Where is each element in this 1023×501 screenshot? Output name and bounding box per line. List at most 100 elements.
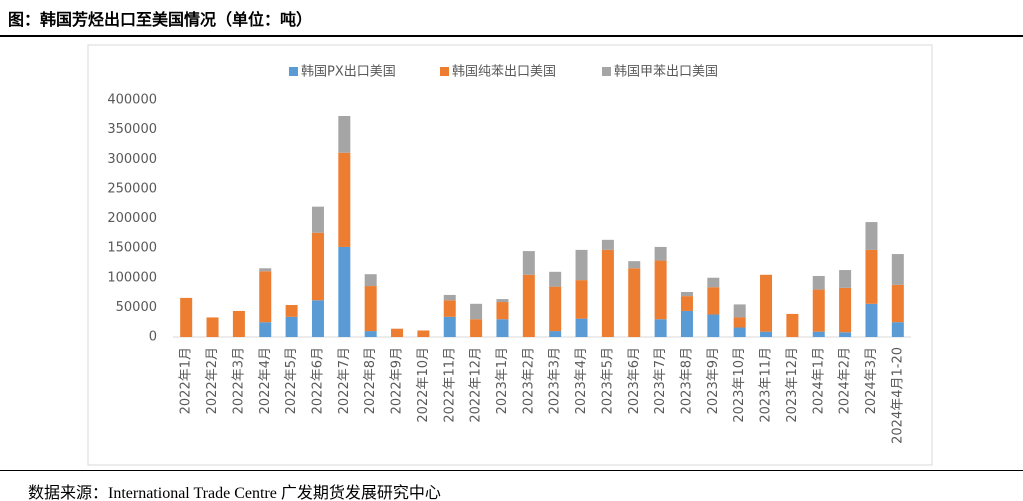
bar-segment: [496, 302, 509, 320]
bar-segment: [522, 274, 535, 337]
bar-segment: [496, 299, 509, 303]
bar-segment: [575, 249, 588, 281]
bar-segment: [891, 322, 904, 337]
y-tick-label: 350000: [107, 122, 157, 137]
x-tick-label: 2022年6月: [310, 347, 325, 414]
bar-segment: [628, 268, 641, 337]
bar-segment: [522, 251, 535, 275]
bar-segment: [680, 310, 693, 337]
bar-segment: [601, 239, 614, 250]
bar-segment: [839, 270, 852, 288]
y-tick-label: 300000: [107, 152, 157, 167]
bar-segment: [628, 261, 641, 269]
bar-segment: [865, 222, 878, 250]
chart-frame: [87, 44, 933, 466]
x-tick-label: 2024年4月1-20: [890, 347, 905, 444]
bar-segment: [259, 271, 272, 323]
y-tick-label: 100000: [107, 270, 157, 285]
bar-segment: [601, 249, 614, 337]
y-tick-label: 0: [149, 330, 157, 345]
bar-segment: [865, 249, 878, 304]
legend-swatch: [289, 67, 298, 76]
legend-label: 韩国PX出口美国: [301, 65, 396, 80]
bar-segment: [338, 152, 351, 247]
x-tick-label: 2022年12月: [469, 347, 484, 423]
x-tick-label: 2023年5月: [600, 347, 615, 414]
bar-segment: [232, 310, 245, 337]
y-tick-label: 50000: [116, 300, 157, 315]
bar-segment: [206, 317, 219, 337]
y-tick-label: 250000: [107, 181, 157, 196]
bar-segment: [865, 303, 878, 337]
bar-segment: [443, 294, 456, 301]
x-tick-label: 2022年7月: [337, 347, 352, 414]
x-tick-label: 2022年2月: [205, 347, 220, 414]
bar-segment: [549, 331, 562, 337]
bar-segment: [391, 328, 404, 337]
bar-segment: [891, 284, 904, 323]
x-tick-label: 2022年9月: [390, 347, 405, 414]
x-tick-label: 2023年8月: [679, 347, 694, 414]
y-tick-label: 400000: [107, 93, 157, 108]
legend-label: 韩国甲苯出口美国: [614, 65, 718, 80]
bar-segment: [812, 331, 825, 337]
bar-segment: [311, 232, 324, 301]
x-tick-label: 2023年3月: [548, 347, 563, 414]
y-tick-label: 150000: [107, 241, 157, 256]
legend-swatch: [440, 67, 449, 76]
bar-segment: [707, 277, 720, 288]
x-tick-label: 2022年3月: [231, 347, 246, 414]
x-tick-label: 2023年2月: [521, 347, 536, 414]
bar-segment: [443, 300, 456, 317]
x-tick-label: 2022年4月: [258, 347, 273, 414]
bar-segment: [180, 297, 193, 337]
x-tick-label: 2024年3月: [864, 347, 879, 414]
bar-segment: [311, 300, 324, 337]
bar-segment: [760, 274, 773, 332]
x-tick-label: 2022年8月: [363, 347, 378, 414]
rule: [0, 35, 1023, 37]
bar-segment: [417, 330, 430, 337]
bar-segment: [496, 319, 509, 337]
bar-segment: [760, 331, 773, 337]
x-tick-label: 2022年5月: [284, 347, 299, 414]
bar-segment: [654, 246, 667, 261]
bar-segment: [311, 206, 324, 233]
bar-segment: [733, 317, 746, 328]
source-note: 数据来源：International Trade Centre 广发期货发展研究…: [28, 485, 441, 501]
bar-segment: [338, 246, 351, 337]
bar-segment: [364, 331, 377, 337]
bar-segment: [338, 115, 351, 153]
figure-title: 图：韩国芳烃出口至美国情况（单位：吨）: [8, 10, 313, 29]
bar-segment: [443, 316, 456, 337]
bar-segment: [654, 260, 667, 320]
x-tick-label: 2023年12月: [785, 347, 800, 423]
x-tick-label: 2023年10月: [732, 347, 747, 423]
bar-segment: [285, 305, 298, 317]
x-tick-label: 2023年4月: [574, 347, 589, 414]
bar-segment: [680, 296, 693, 311]
bar-segment: [839, 332, 852, 337]
bar-segment: [733, 327, 746, 337]
bar-segment: [285, 316, 298, 337]
legend-swatch: [602, 67, 611, 76]
x-tick-label: 2022年1月: [179, 347, 194, 414]
bar-segment: [733, 304, 746, 318]
bar-segment: [812, 289, 825, 332]
x-tick-label: 2024年2月: [838, 347, 853, 414]
bar-segment: [470, 319, 483, 337]
bar-segment: [364, 274, 377, 287]
x-tick-label: 2023年9月: [706, 347, 721, 414]
bar-segment: [364, 286, 377, 332]
x-tick-label: 2023年11月: [759, 347, 774, 423]
bar-segment: [470, 303, 483, 320]
bar-segment: [707, 314, 720, 337]
bar-segment: [259, 322, 272, 337]
bar-segment: [680, 291, 693, 297]
y-tick-label: 200000: [107, 211, 157, 226]
bar-segment: [575, 280, 588, 319]
bar-segment: [575, 318, 588, 337]
bar-segment: [259, 268, 272, 272]
